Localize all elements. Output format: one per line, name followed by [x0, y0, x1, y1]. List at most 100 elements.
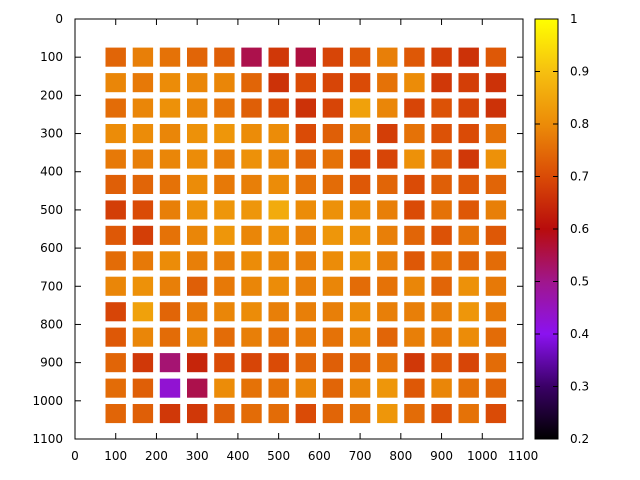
heatmap-cell: [349, 200, 371, 220]
heatmap-cell: [349, 327, 371, 347]
heatmap-cell: [431, 149, 452, 169]
heatmap-cell: [404, 98, 425, 118]
colorbar-tick-label: 0.8: [570, 117, 589, 131]
heatmap-cell: [105, 378, 126, 398]
heatmap-cell: [458, 73, 479, 93]
heatmap-cell: [322, 200, 344, 220]
heatmap-cell: [377, 200, 398, 220]
heatmap-cell: [431, 251, 452, 271]
heatmap-cell: [214, 327, 235, 347]
heatmap-cell: [132, 251, 154, 271]
heatmap-cell: [349, 47, 371, 67]
heatmap-cell: [485, 404, 507, 424]
heatmap-cell: [159, 378, 181, 398]
heatmap-cell: [105, 174, 126, 194]
heatmap-cell: [295, 327, 316, 347]
heatmap-cell: [295, 404, 316, 424]
heatmap-cell: [187, 276, 208, 296]
heatmap-cell: [404, 404, 425, 424]
heatmap-cells: [105, 47, 507, 424]
y-tick-label: 100: [40, 50, 63, 64]
heatmap-cell: [295, 353, 316, 373]
heatmap-cell: [159, 225, 181, 245]
heatmap-cell: [214, 47, 235, 67]
heatmap-cell: [458, 276, 479, 296]
heatmap-cell: [105, 302, 126, 322]
heatmap-cell: [322, 353, 344, 373]
heatmap-cell: [322, 98, 344, 118]
colorbar-tick-label: 1: [570, 12, 578, 26]
heatmap-cell: [132, 404, 154, 424]
heatmap-cell: [431, 276, 452, 296]
y-tick-label: 800: [40, 317, 63, 331]
x-tick-label: 500: [267, 449, 290, 463]
heatmap-cell: [187, 251, 208, 271]
heatmap-cell: [132, 98, 154, 118]
heatmap-cell: [187, 47, 208, 67]
y-tick-label: 900: [40, 356, 63, 370]
heatmap-cell: [404, 149, 425, 169]
heatmap-cell: [458, 327, 479, 347]
heatmap-cell: [105, 73, 126, 93]
heatmap-cell: [404, 353, 425, 373]
heatmap-cell: [214, 73, 235, 93]
heatmap-cell: [404, 174, 425, 194]
heatmap-cell: [268, 73, 289, 93]
heatmap-cell: [295, 174, 316, 194]
heatmap-cell: [268, 276, 289, 296]
heatmap-cell: [322, 276, 344, 296]
heatmap-cell: [322, 174, 344, 194]
heatmap-cell: [485, 149, 507, 169]
heatmap-cell: [241, 327, 262, 347]
heatmap-cell: [349, 73, 371, 93]
heatmap-cell: [214, 302, 235, 322]
heatmap-cell: [295, 47, 316, 67]
heatmap-cell: [105, 353, 126, 373]
heatmap-cell: [377, 47, 398, 67]
heatmap-cell: [241, 47, 262, 67]
heatmap-cell: [214, 174, 235, 194]
heatmap-cell: [187, 149, 208, 169]
heatmap-cell: [241, 251, 262, 271]
heatmap-cell: [159, 98, 181, 118]
heatmap-cell: [214, 378, 235, 398]
heatmap-cell: [458, 404, 479, 424]
heatmap-cell: [458, 302, 479, 322]
heatmap-cell: [241, 124, 262, 144]
heatmap-cell: [458, 174, 479, 194]
heatmap-cell: [431, 353, 452, 373]
heatmap-cell: [132, 225, 154, 245]
heatmap-cell: [241, 73, 262, 93]
heatmap-cell: [431, 302, 452, 322]
heatmap-cell: [241, 276, 262, 296]
y-tick-label: 600: [40, 241, 63, 255]
heatmap-cell: [431, 225, 452, 245]
colorbar-axis: 0.2 0.3 0.4 0.5 0.6 0.7 0.8 0.9 1: [535, 12, 589, 446]
x-tick-label: 800: [389, 449, 412, 463]
heatmap-cell: [105, 47, 126, 67]
heatmap-cell: [268, 353, 289, 373]
heatmap-cell: [322, 73, 344, 93]
heatmap-cell: [159, 124, 181, 144]
heatmap-cell: [322, 47, 344, 67]
colorbar-tick-label: 0.7: [570, 170, 589, 184]
heatmap-cell: [322, 124, 344, 144]
heatmap-cell: [458, 98, 479, 118]
heatmap-cell: [241, 174, 262, 194]
heatmap-cell: [377, 251, 398, 271]
heatmap-cell: [268, 174, 289, 194]
heatmap-cell: [214, 276, 235, 296]
heatmap-cell: [485, 327, 507, 347]
heatmap-cell: [485, 302, 507, 322]
heatmap-cell: [485, 174, 507, 194]
y-tick-label: 1100: [32, 432, 63, 446]
heatmap-cell: [458, 124, 479, 144]
heatmap-cell: [322, 302, 344, 322]
heatmap-cell: [458, 378, 479, 398]
heatmap-cell: [105, 251, 126, 271]
heatmap-cell: [404, 200, 425, 220]
heatmap-cell: [404, 302, 425, 322]
heatmap-cell: [105, 327, 126, 347]
heatmap-cell: [268, 124, 289, 144]
heatmap-cell: [485, 73, 507, 93]
